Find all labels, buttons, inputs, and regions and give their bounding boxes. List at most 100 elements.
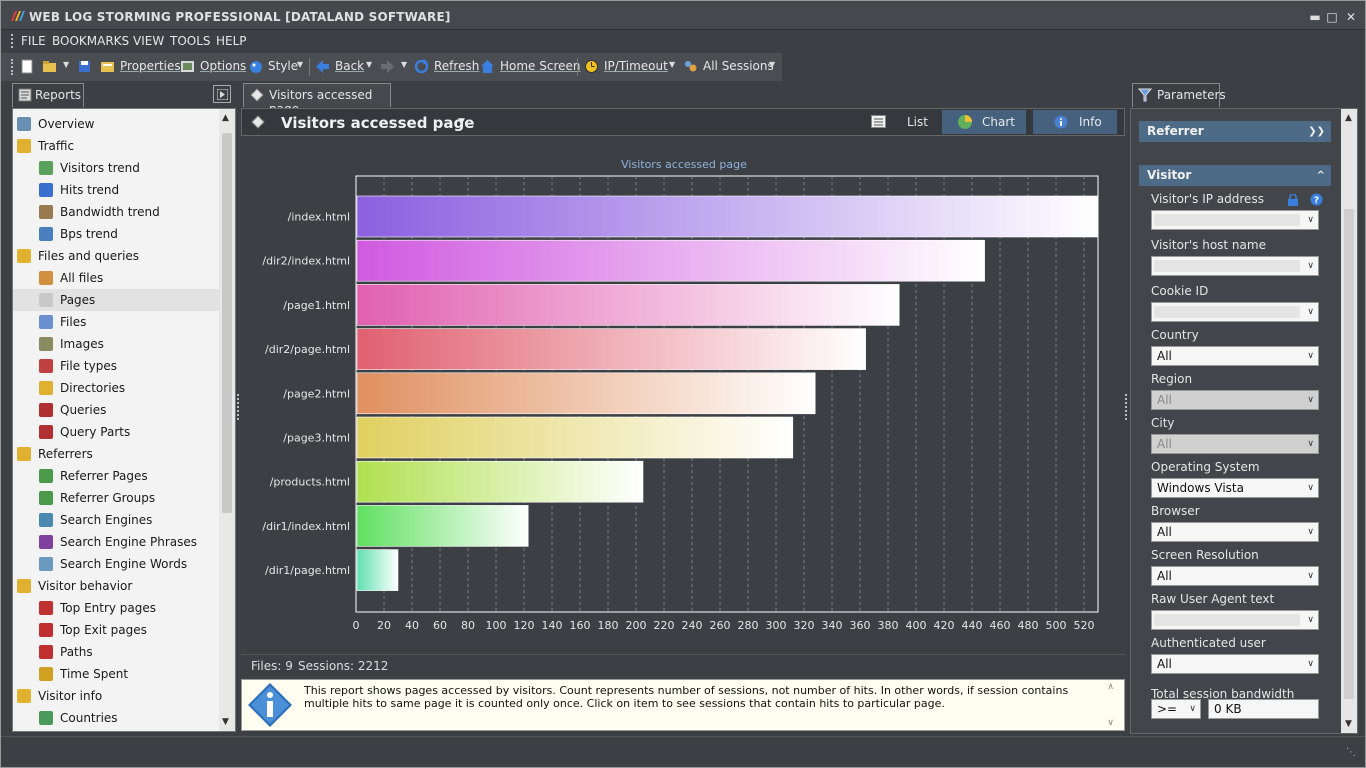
menu-view[interactable]: VIEW bbox=[133, 34, 165, 48]
tab-report[interactable]: Visitors accessed page bbox=[243, 83, 391, 116]
menu-bookmarks[interactable]: BOOKMARKS bbox=[52, 34, 130, 48]
tree-item[interactable]: Bps trend bbox=[13, 223, 220, 245]
resize-grip-icon[interactable]: ⋱ bbox=[1346, 747, 1356, 758]
param-field[interactable]: ∨ bbox=[1151, 256, 1319, 276]
param-field[interactable]: All ∨ bbox=[1151, 566, 1319, 586]
maximize-button[interactable]: □ bbox=[1326, 10, 1338, 24]
tree-item[interactable]: Overview bbox=[13, 113, 220, 135]
refresh-button[interactable]: Refresh bbox=[434, 59, 480, 73]
sessions-dropdown-icon[interactable]: ▼ bbox=[769, 60, 776, 69]
scroll-up-icon[interactable]: ▲ bbox=[222, 113, 229, 123]
tree-item[interactable]: Visitors trend bbox=[13, 157, 220, 179]
open-dropdown-icon[interactable]: ▼ bbox=[63, 60, 70, 69]
param-input[interactable] bbox=[1154, 260, 1300, 272]
style-dropdown-icon[interactable]: ▼ bbox=[297, 60, 304, 69]
param-field[interactable]: ∨ bbox=[1151, 210, 1319, 230]
bandwidth-value-input[interactable]: 0 KB bbox=[1208, 699, 1319, 719]
param-field[interactable]: ∨ bbox=[1151, 610, 1319, 630]
properties-icon[interactable] bbox=[100, 59, 115, 74]
all-sessions-button[interactable]: All Sessions bbox=[703, 59, 774, 73]
parameters-scrollbar[interactable]: ▲ ▼ bbox=[1341, 109, 1357, 733]
param-field[interactable]: ∨ bbox=[1151, 302, 1319, 322]
ip-timeout-button[interactable]: IP/Timeout bbox=[604, 59, 668, 73]
group-visitor[interactable]: Visitor ^ bbox=[1139, 165, 1331, 186]
tree-item[interactable]: Referrers bbox=[13, 443, 220, 465]
options-icon[interactable] bbox=[180, 59, 195, 74]
collapse-chevron-icon[interactable]: ^ bbox=[1316, 170, 1325, 181]
minimize-button[interactable]: ▬ bbox=[1309, 10, 1321, 24]
menu-file[interactable]: FILE bbox=[21, 34, 46, 48]
group-referrer[interactable]: Referrer ❯❯ bbox=[1139, 121, 1331, 142]
save-icon[interactable] bbox=[77, 59, 92, 74]
tree-item[interactable]: Queries bbox=[13, 399, 220, 421]
tree-item[interactable]: Query Parts bbox=[13, 421, 220, 443]
bandwidth-operator-select[interactable]: >= ∨ bbox=[1151, 699, 1201, 719]
style-icon[interactable] bbox=[249, 59, 264, 74]
tree-item[interactable]: Time Spent bbox=[13, 663, 220, 685]
tree-item[interactable]: File types bbox=[13, 355, 220, 377]
properties-button[interactable]: Properties bbox=[120, 59, 181, 73]
tree-item[interactable]: Referrer Pages bbox=[13, 465, 220, 487]
tree-item[interactable]: Referrer Groups bbox=[13, 487, 220, 509]
list-view-button[interactable]: List bbox=[867, 110, 947, 134]
menu-help[interactable]: HELP bbox=[216, 34, 247, 48]
param-scroll-down-icon[interactable]: ▼ bbox=[1345, 719, 1352, 729]
tree-item[interactable]: Countries bbox=[13, 707, 220, 729]
tree-item[interactable]: Directories bbox=[13, 377, 220, 399]
reports-scrollbar[interactable]: ▲ ▼ bbox=[219, 109, 235, 731]
param-scroll-thumb[interactable] bbox=[1344, 209, 1354, 699]
param-input[interactable] bbox=[1154, 214, 1300, 226]
right-splitter[interactable] bbox=[1125, 394, 1129, 420]
tree-item[interactable]: Search Engine Phrases bbox=[13, 531, 220, 553]
tree-item[interactable]: Pages bbox=[13, 289, 220, 311]
left-splitter[interactable] bbox=[237, 394, 241, 420]
param-field[interactable]: All ∨ bbox=[1151, 346, 1319, 366]
report-title[interactable]: Visitors accessed page bbox=[281, 114, 475, 132]
info-scroll-up-icon[interactable]: ∧ bbox=[1107, 682, 1114, 692]
param-scroll-up-icon[interactable]: ▲ bbox=[1345, 113, 1352, 123]
tree-item[interactable]: Hits trend bbox=[13, 179, 220, 201]
lock-icon[interactable] bbox=[1287, 194, 1299, 206]
open-folder-icon[interactable] bbox=[42, 59, 57, 74]
param-field[interactable]: Windows Vista ∨ bbox=[1151, 478, 1319, 498]
info-view-button[interactable]: Info bbox=[1033, 110, 1117, 134]
back-arrow-icon[interactable] bbox=[315, 59, 330, 74]
chart-view-button[interactable]: Chart bbox=[942, 110, 1026, 134]
refresh-icon[interactable] bbox=[414, 59, 429, 74]
sessions-icon[interactable] bbox=[683, 59, 698, 74]
tree-item[interactable]: Visitor info bbox=[13, 685, 220, 707]
home-screen-button[interactable]: Home Screen bbox=[500, 59, 581, 73]
param-input[interactable] bbox=[1154, 614, 1300, 626]
report-title-dropdown-icon[interactable]: ▼ bbox=[458, 117, 465, 127]
tree-item[interactable]: Top Exit pages bbox=[13, 619, 220, 641]
expand-chevron-icon[interactable]: ❯❯ bbox=[1308, 126, 1325, 137]
tree-item[interactable]: Files bbox=[13, 311, 220, 333]
tree-item[interactable]: Visitor behavior bbox=[13, 575, 220, 597]
tab-parameters[interactable]: Parameters bbox=[1132, 83, 1226, 107]
forward-arrow-icon[interactable] bbox=[380, 59, 395, 74]
param-field[interactable]: All ∨ bbox=[1151, 654, 1319, 674]
tree-item[interactable]: Paths bbox=[13, 641, 220, 663]
tree-item[interactable]: Traffic bbox=[13, 135, 220, 157]
menu-tools[interactable]: TOOLS bbox=[170, 34, 211, 48]
tree-item[interactable]: All files bbox=[13, 267, 220, 289]
tree-item[interactable]: Images bbox=[13, 333, 220, 355]
tree-item[interactable]: Top Entry pages bbox=[13, 597, 220, 619]
forward-dropdown-icon[interactable]: ▼ bbox=[401, 60, 408, 69]
info-scroll-down-icon[interactable]: ∨ bbox=[1107, 718, 1114, 728]
tree-item[interactable]: Bandwidth trend bbox=[13, 201, 220, 223]
options-button[interactable]: Options bbox=[200, 59, 247, 73]
param-field[interactable]: All ∨ bbox=[1151, 522, 1319, 542]
back-button[interactable]: Back bbox=[335, 59, 365, 73]
help-icon[interactable]: ? bbox=[1310, 193, 1323, 206]
new-file-icon[interactable] bbox=[20, 59, 35, 74]
param-input[interactable] bbox=[1154, 306, 1300, 318]
panel-pin-button[interactable] bbox=[213, 85, 231, 103]
tree-item[interactable]: Files and queries bbox=[13, 245, 220, 267]
style-button[interactable]: Style bbox=[268, 59, 299, 73]
tab-reports[interactable]: Reports bbox=[12, 83, 84, 107]
tree-item[interactable]: Search Engine Words bbox=[13, 553, 220, 575]
close-button[interactable]: ✕ bbox=[1345, 10, 1357, 24]
back-dropdown-icon[interactable]: ▼ bbox=[366, 60, 373, 69]
ip-timeout-dropdown-icon[interactable]: ▼ bbox=[669, 60, 676, 69]
